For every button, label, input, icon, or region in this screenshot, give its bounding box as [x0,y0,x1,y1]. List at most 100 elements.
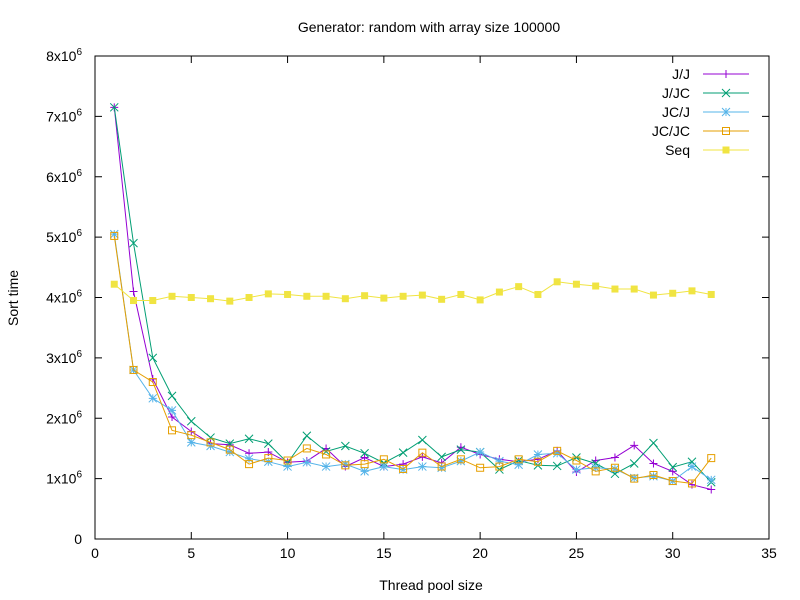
data-point [321,462,331,471]
data-point [302,457,312,467]
legend: J/J J/JC JC/J JC/JC Seq [652,66,749,158]
data-point [687,479,696,488]
data-point [167,406,177,415]
data-point [380,294,388,302]
data-point [399,292,407,300]
data-point [130,297,138,305]
legend-item: JC/J [662,104,749,120]
y-tick-mantissa: 3x10 [46,350,77,366]
y-tick-label: 1x106 [46,470,82,487]
data-point [495,456,504,466]
y-tick-exponent: 6 [76,168,82,179]
data-point [592,282,600,290]
y-tick-mantissa: 5x10 [46,229,77,245]
data-point [418,435,427,445]
legend-label: JC/J [662,104,690,120]
data-point [572,465,581,474]
data-point [225,440,234,449]
data-point [668,467,677,476]
data-point [379,462,389,471]
data-point [418,448,427,457]
data-point [398,448,408,458]
data-point [225,445,234,454]
data-point [263,439,273,448]
data-point [341,461,350,470]
data-point [186,416,196,426]
data-point [379,455,388,464]
x-tick-label: 15 [376,545,392,561]
y-tick-label: 0 [74,531,82,547]
data-point [109,102,119,112]
data-point [669,289,677,297]
legend-item: JC/JC [652,123,749,139]
data-point [457,290,465,298]
y-tick-exponent: 6 [76,409,82,420]
y-tick-label: 8x106 [46,47,82,64]
y-tick-label: 7x106 [46,107,82,124]
data-point [399,464,408,473]
x-tick-label: 5 [187,545,195,561]
data-point [495,288,503,296]
data-point [245,460,254,469]
data-point [283,456,292,465]
data-point [610,464,620,474]
y-tick-exponent: 6 [76,470,82,481]
data-point [340,441,350,451]
y-tick-exponent: 6 [76,289,82,300]
data-point [552,448,562,458]
legend-marker [721,88,731,98]
data-point [398,465,408,474]
y-tick-label: 3x106 [46,349,82,366]
data-point [245,294,253,301]
data-point [418,452,427,461]
data-point [302,431,312,441]
data-point [129,287,138,296]
x-tick-label: 30 [665,545,681,561]
data-point [360,460,369,469]
data-point [649,471,658,481]
data-point [533,457,542,466]
data-point [244,454,254,464]
x-tick-label: 35 [761,545,777,561]
y-tick-mantissa: 2x10 [46,410,77,426]
data-point [553,446,562,455]
x-axis-label: Thread pool size [379,577,483,593]
y-tick-exponent: 6 [76,47,82,58]
data-point [668,462,678,472]
data-point [360,448,369,458]
data-point [707,290,715,298]
data-point [610,463,619,472]
data-point [687,462,697,471]
legend-marker [721,107,731,117]
data-point [148,353,158,363]
data-point [437,452,446,462]
y-tick-label: 6x106 [46,168,82,185]
data-point [110,231,119,240]
data-point [649,291,657,299]
y-tick-mantissa: 0 [74,531,82,547]
data-point [552,461,562,471]
data-point [630,285,638,293]
data-point [148,393,158,403]
data-point [264,290,272,298]
data-point [302,444,311,453]
data-point [187,431,196,440]
data-point [186,438,196,447]
series-JC/JC [110,231,716,488]
data-point [149,297,157,305]
data-point [515,283,523,291]
data-point [437,463,446,473]
data-point [207,295,215,303]
data-point [109,229,119,239]
y-tick-mantissa: 7x10 [46,108,77,124]
data-point [226,297,234,305]
data-point [129,238,138,248]
legend-label: J/J [672,66,690,82]
data-point [340,459,350,469]
data-point [361,292,369,300]
data-point [283,462,292,471]
data-point [475,447,485,457]
data-point [629,473,639,483]
